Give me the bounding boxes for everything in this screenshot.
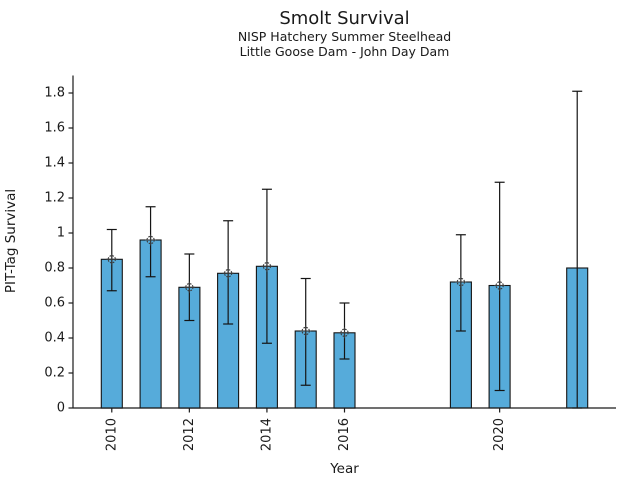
- y-tick-label: 0.2: [44, 366, 65, 381]
- x-tick-label: 2016: [337, 418, 352, 451]
- y-axis-label: PIT-Tag Survival: [3, 189, 19, 293]
- markers-group: [106, 234, 506, 339]
- y-tick-label: 0.6: [44, 296, 65, 311]
- y-tick-label: 1.4: [44, 156, 65, 171]
- x-tick-label: 2020: [492, 418, 507, 451]
- y-tick-label: 0.4: [44, 331, 65, 346]
- marker-circle: [223, 269, 233, 278]
- y-tick-label: 0.8: [44, 261, 65, 276]
- x-tick-label: 2010: [104, 418, 119, 451]
- marker-circle: [185, 283, 194, 292]
- marker-circle: [456, 277, 466, 287]
- marker-circle: [107, 255, 116, 264]
- y-tick-label: 1.6: [44, 121, 65, 136]
- marker-circle: [262, 262, 272, 271]
- y-tick-label: 0: [57, 401, 65, 416]
- y-tick-label: 1.2: [44, 191, 65, 206]
- axes-group: 0 0.2 0.4 0.6 0.8 1 1.2 1.4 1.6 1.8 2010 2012 2014 20…: [44, 75, 616, 451]
- x-axis-label: Year: [329, 461, 359, 477]
- y-tick-label: 1: [57, 226, 65, 241]
- marker-circle: [340, 328, 349, 337]
- marker-circle: [495, 281, 504, 290]
- y-tick-label: 1.8: [44, 86, 65, 101]
- x-tick-label: 2012: [182, 418, 197, 451]
- marker-circle: [146, 235, 155, 245]
- x-tick-label: 2014: [259, 418, 274, 451]
- marker-circle: [301, 326, 310, 336]
